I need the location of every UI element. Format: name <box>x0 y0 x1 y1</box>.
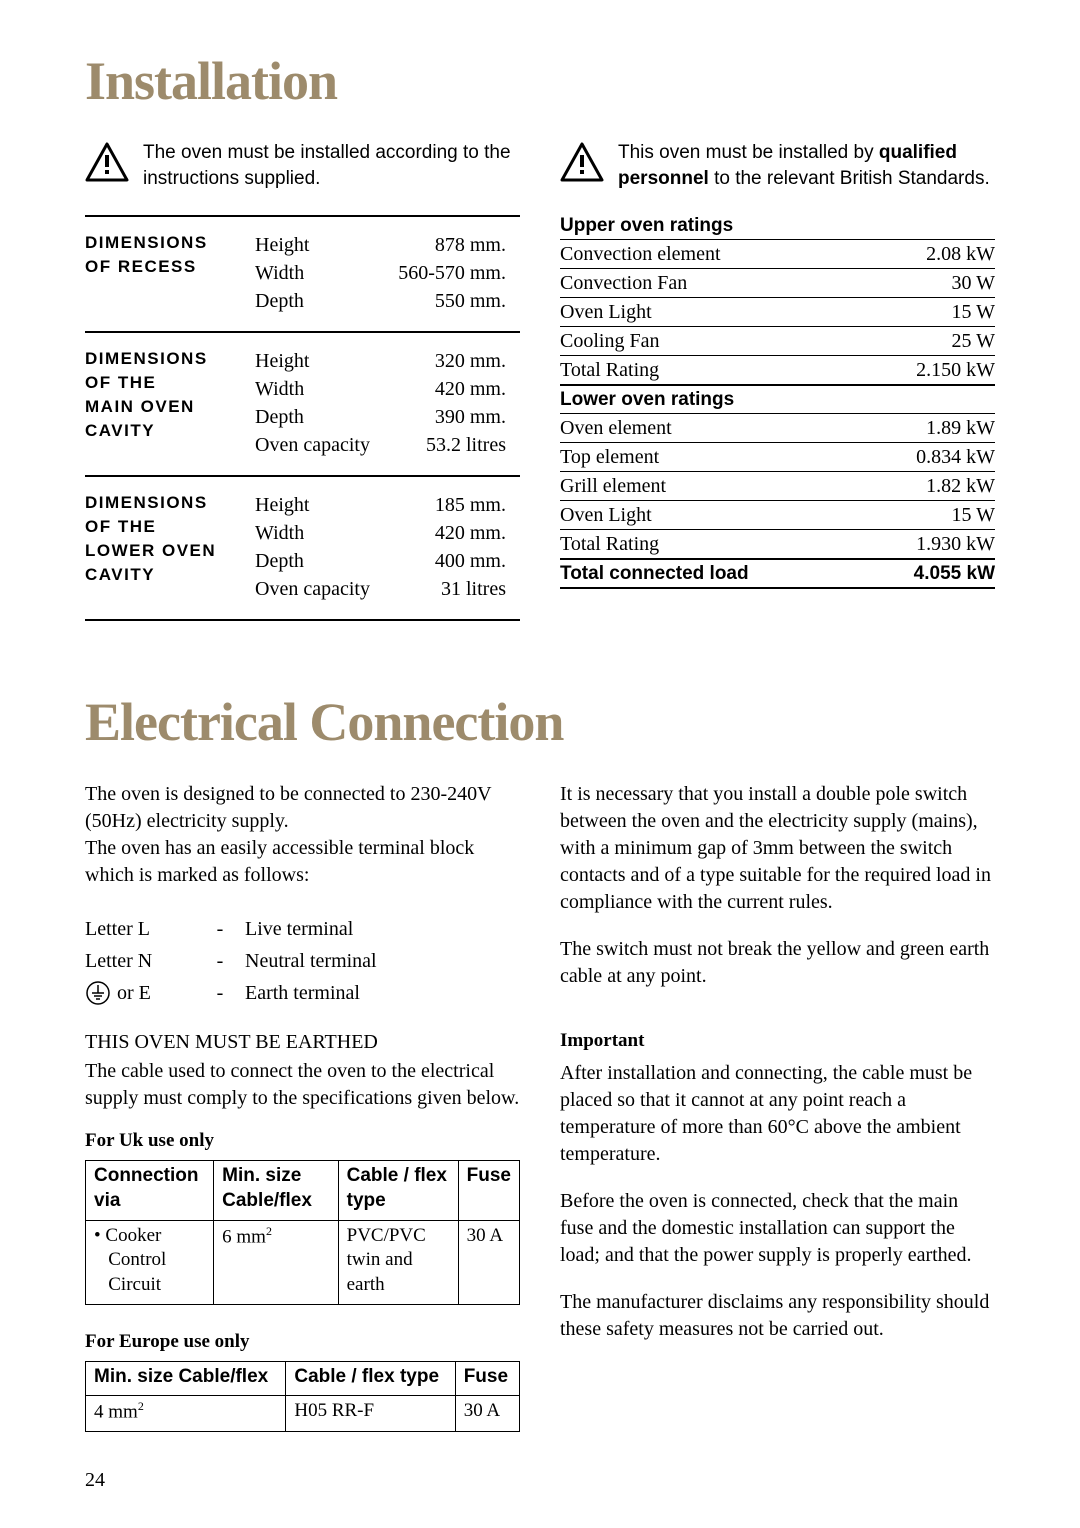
total-connected-load: Total connected load4.055 kW <box>560 558 995 589</box>
warning-icon <box>560 142 604 182</box>
table-cell: 4 mm2 <box>86 1396 286 1432</box>
table-header: Fuse <box>455 1361 519 1396</box>
dim-row: Depth390 mm. <box>255 403 520 431</box>
dim-label: DIMENSIONSOF THEMAIN OVENCAVITY <box>85 347 255 459</box>
earthed-warning: THIS OVEN MUST BE EARTHED <box>85 1031 520 1054</box>
table-cell: 6 mm2 <box>214 1220 338 1304</box>
terminal-list: Letter L-Live terminalLetter N-Neutral t… <box>85 913 520 1009</box>
ec-intro: The oven is designed to be connected to … <box>85 781 520 889</box>
page-number: 24 <box>85 1469 105 1492</box>
rating-row: Oven Light15 W <box>560 500 995 529</box>
terminal-row: Letter L-Live terminal <box>85 913 520 945</box>
rating-row: Convection element2.08 kW <box>560 239 995 268</box>
upper-ratings-heading: Upper oven ratings <box>560 215 995 237</box>
ec-right-p3: After installation and connecting, the c… <box>560 1060 995 1168</box>
rating-row: Oven element1.89 kW <box>560 413 995 442</box>
rating-row: Total Rating1.930 kW <box>560 529 995 558</box>
qualified-warning-text: This oven must be installed by qualified… <box>618 140 995 191</box>
dim-row: Height878 mm. <box>255 231 520 259</box>
dim-label: DIMENSIONSOF RECESS <box>85 231 255 315</box>
important-heading: Important <box>560 1030 995 1052</box>
table-header: Cable / flex type <box>338 1161 458 1220</box>
dimensions-list: DIMENSIONSOF RECESSHeight878 mm.Width560… <box>85 215 520 621</box>
table-cell: PVC/PVC twin and earth <box>338 1220 458 1304</box>
lower-ratings-table: Oven element1.89 kWTop element0.834 kWGr… <box>560 413 995 558</box>
rating-row: Oven Light15 W <box>560 297 995 326</box>
rating-row: Total Rating2.150 kW <box>560 355 995 384</box>
rating-row: Top element0.834 kW <box>560 442 995 471</box>
dim-row: Width560-570 mm. <box>255 259 520 287</box>
electrical-title: Electrical Connection <box>85 691 995 753</box>
eu-heading: For Europe use only <box>85 1331 520 1353</box>
rating-row: Grill element1.82 kW <box>560 471 995 500</box>
table-cell: • Cooker Control Circuit <box>86 1220 214 1304</box>
table-header: Fuse <box>458 1161 519 1220</box>
rating-row: Convection Fan30 W <box>560 268 995 297</box>
table-header: Min. size Cable/flex <box>86 1361 286 1396</box>
eu-cable-table: Min. size Cable/flexCable / flex typeFus… <box>85 1361 520 1433</box>
ec-right-p5: The manufacturer disclaims any responsib… <box>560 1289 995 1343</box>
ec-right-p4: Before the oven is connected, check that… <box>560 1188 995 1269</box>
upper-ratings-table: Convection element2.08 kWConvection Fan3… <box>560 239 995 384</box>
table-header: Min. size Cable/flex <box>214 1161 338 1220</box>
terminal-row: Letter N-Neutral terminal <box>85 945 520 977</box>
dim-row: Depth400 mm. <box>255 547 520 575</box>
table-cell: 30 A <box>455 1396 519 1432</box>
ec-right-p2: The switch must not break the yellow and… <box>560 936 995 990</box>
rating-row: Cooling Fan25 W <box>560 326 995 355</box>
uk-cable-table: Connection viaMin. size Cable/flexCable … <box>85 1160 520 1304</box>
uk-heading: For Uk use only <box>85 1130 520 1152</box>
dim-row: Height185 mm. <box>255 491 520 519</box>
table-header: Cable / flex type <box>286 1361 455 1396</box>
install-warning-text: The oven must be installed according to … <box>143 140 520 191</box>
dim-label: DIMENSIONSOF THELOWER OVENCAVITY <box>85 491 255 603</box>
dim-row: Width420 mm. <box>255 519 520 547</box>
earth-icon <box>85 980 111 1006</box>
installation-title: Installation <box>85 50 995 112</box>
terminal-row: or E-Earth terminal <box>85 977 520 1009</box>
dim-row: Width420 mm. <box>255 375 520 403</box>
dim-row: Depth550 mm. <box>255 287 520 315</box>
dim-row: Oven capacity31 litres <box>255 575 520 603</box>
table-cell: H05 RR-F <box>286 1396 455 1432</box>
dim-row: Height320 mm. <box>255 347 520 375</box>
lower-ratings-heading: Lower oven ratings <box>560 384 995 413</box>
warning-icon <box>85 142 129 182</box>
ec-right-p1: It is necessary that you install a doubl… <box>560 781 995 916</box>
table-cell: 30 A <box>458 1220 519 1304</box>
cable-spec-note: The cable used to connect the oven to th… <box>85 1058 520 1112</box>
dim-row: Oven capacity53.2 litres <box>255 431 520 459</box>
table-header: Connection via <box>86 1161 214 1220</box>
